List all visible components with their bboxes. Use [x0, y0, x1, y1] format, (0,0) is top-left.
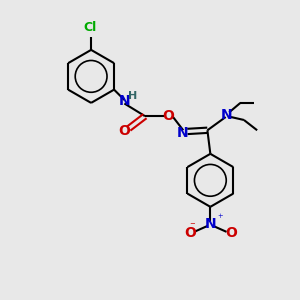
Text: $^-$: $^-$	[188, 221, 196, 231]
Text: O: O	[225, 226, 237, 240]
Text: N: N	[220, 108, 232, 122]
Text: H: H	[128, 92, 137, 101]
Text: O: O	[118, 124, 130, 138]
Text: O: O	[163, 109, 175, 122]
Text: N: N	[177, 126, 188, 140]
Text: O: O	[184, 226, 196, 240]
Text: N: N	[118, 94, 130, 107]
Text: Cl: Cl	[83, 21, 96, 34]
Text: N: N	[205, 217, 216, 231]
Text: $^+$: $^+$	[216, 213, 224, 223]
